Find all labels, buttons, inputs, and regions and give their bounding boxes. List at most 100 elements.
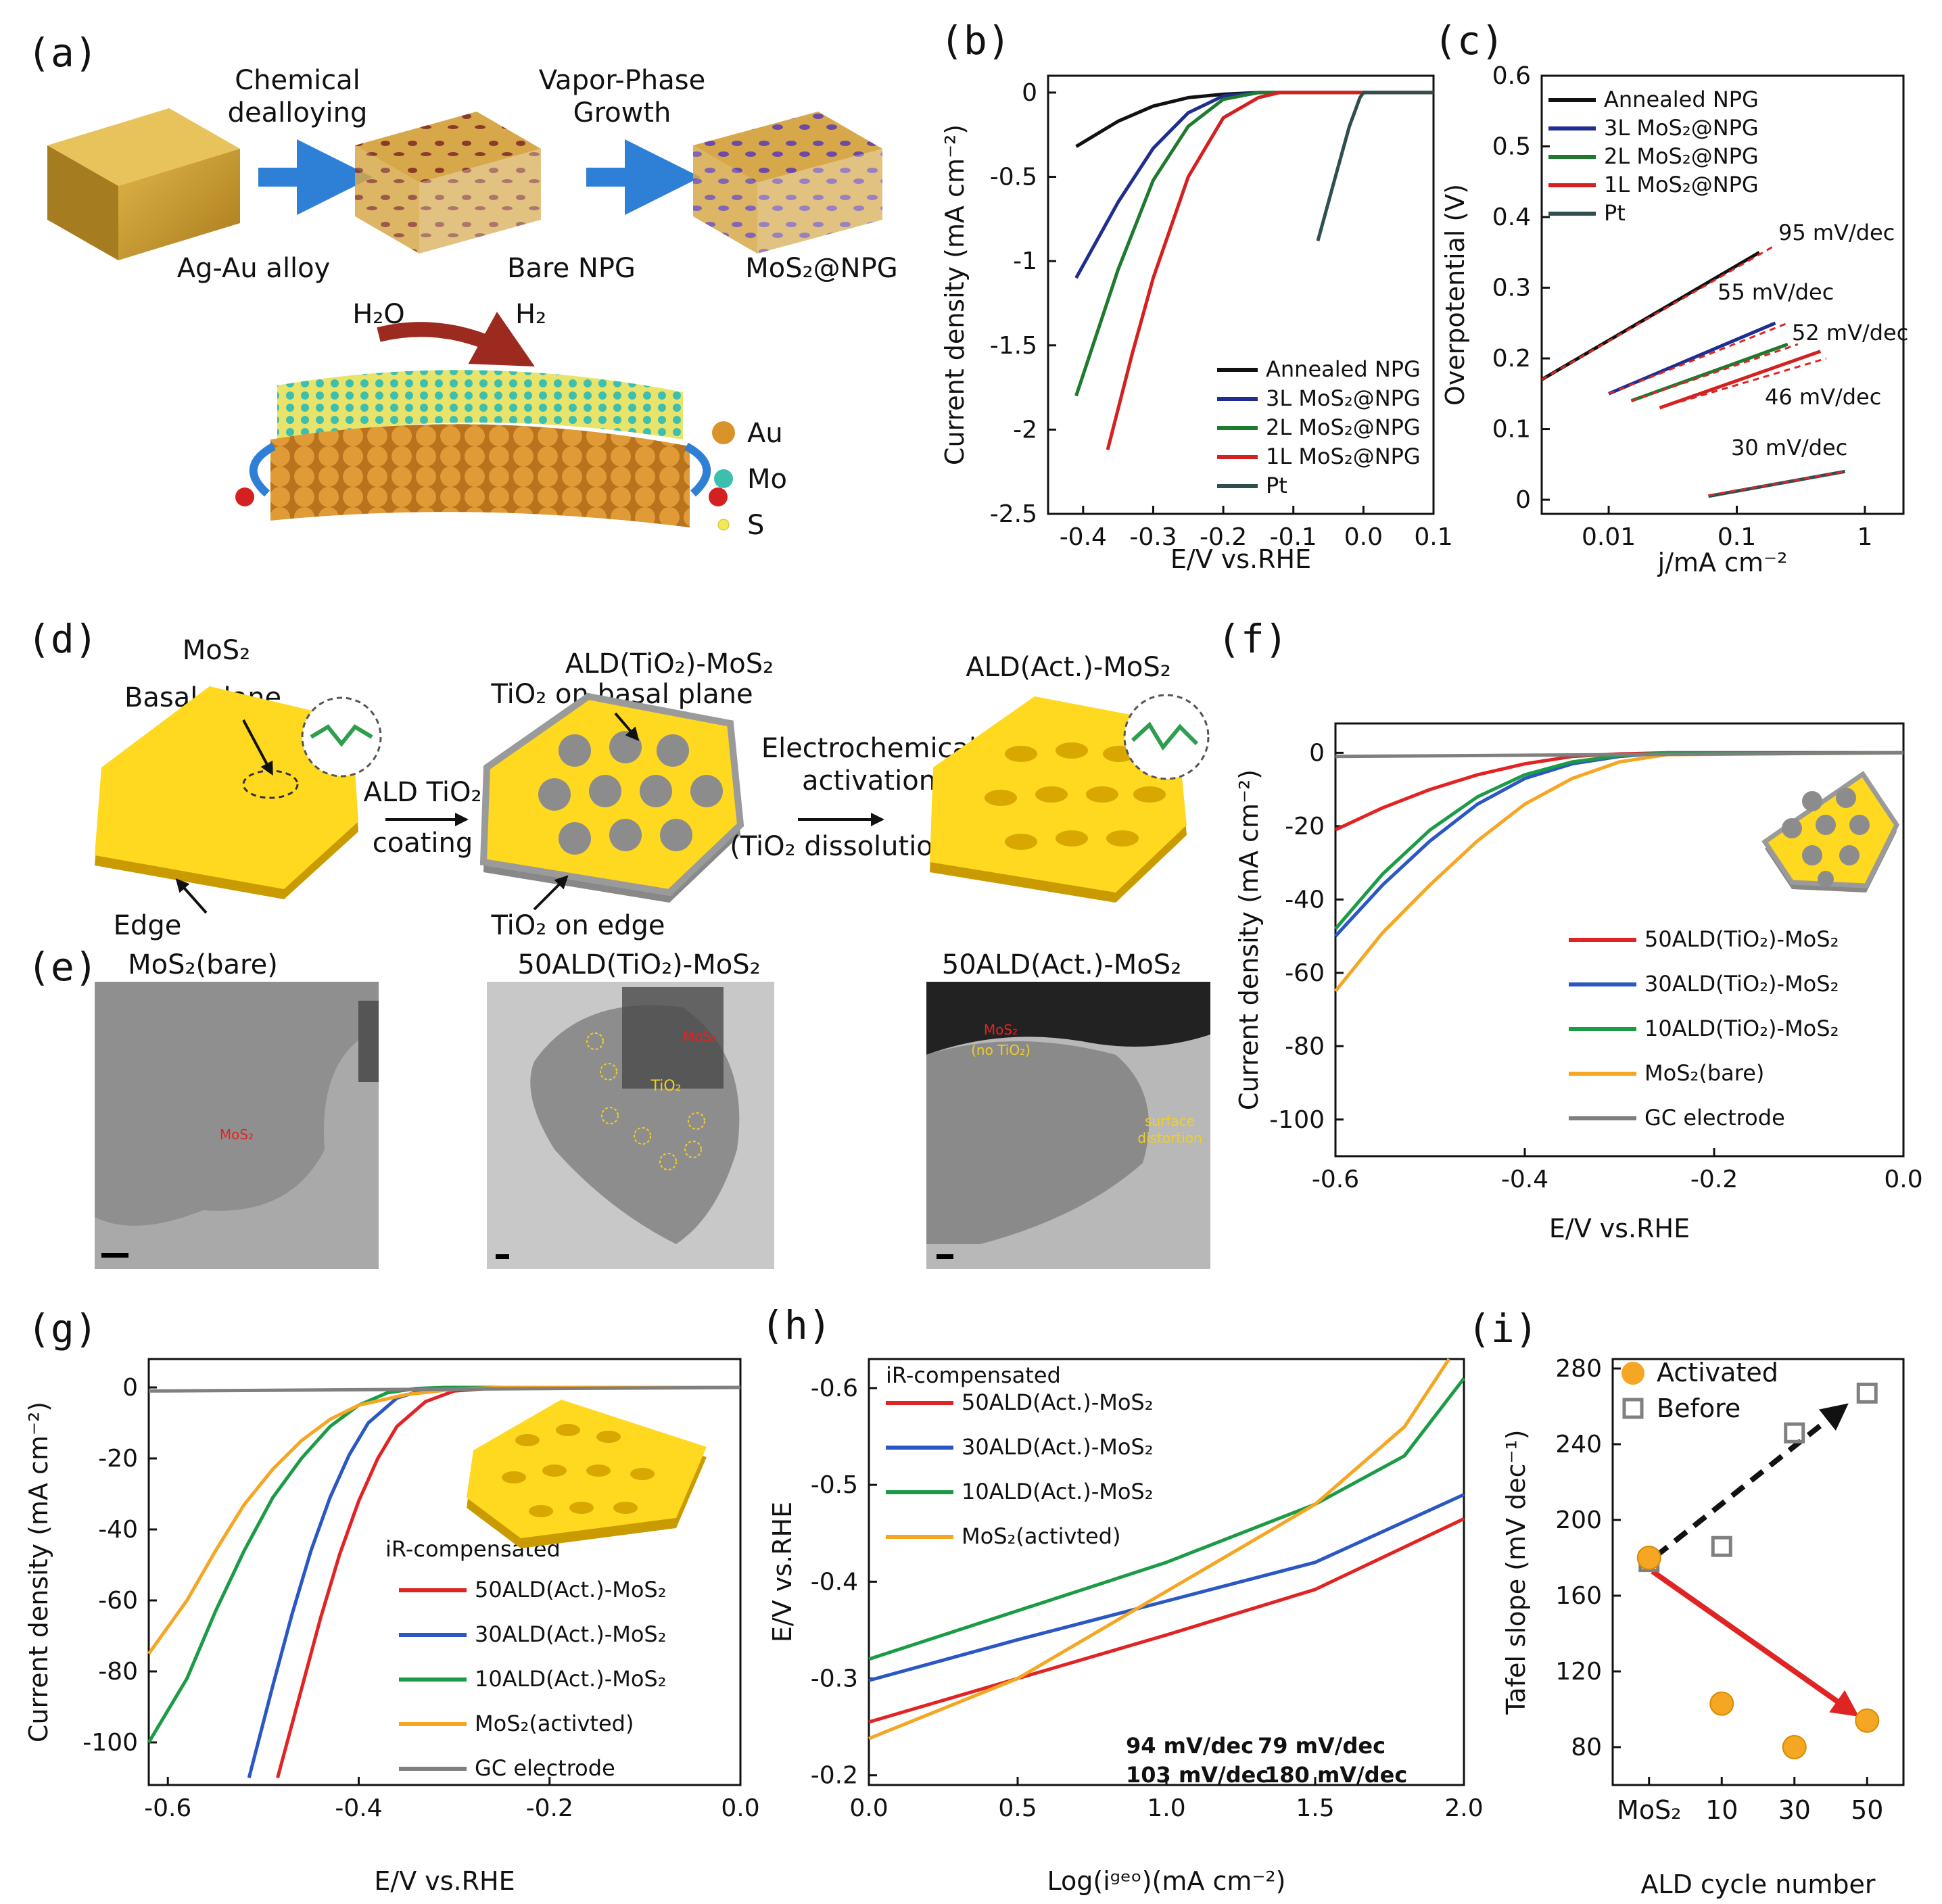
- label-mos2-npg: MoS₂@NPG: [745, 253, 897, 284]
- chart-f: (f) 0 -20 -40 -60 -80 -100 -0.6 -0.4 -0.2 0.0 E/V v…: [1217, 616, 1923, 1243]
- y-tick-label-b: -1.5: [990, 332, 1037, 360]
- y-tick-label-c: 0.3: [1492, 275, 1531, 302]
- d-mos2: MoS₂: [183, 635, 250, 666]
- legend-label-b-4: Pt: [1266, 473, 1287, 498]
- legend-marker-activated: [1621, 1362, 1644, 1385]
- tem-image-act: MoS₂ (no TiO₂) surface distortion: [926, 982, 1210, 1269]
- x-axis-label-f: E/V vs.RHE: [1549, 1214, 1690, 1243]
- x-tick-label-i: 30: [1778, 1795, 1811, 1825]
- legend-label-c-2: 2L MoS₂@NPG: [1604, 143, 1759, 169]
- y-tick-label-i: 280: [1555, 1355, 1602, 1383]
- y-tick-label-h: -0.2: [811, 1762, 858, 1790]
- x-tick-label-b: -0.3: [1129, 523, 1177, 551]
- panel-c-label: (c): [1434, 18, 1505, 64]
- y-tick-label-b: 0: [1022, 79, 1037, 107]
- e-title-tio2: 50ALD(TiO₂)-MoS₂: [517, 949, 760, 980]
- legend-label-h-1: 30ALD(Act.)-MoS₂: [962, 1434, 1154, 1460]
- legend-label-b-0: Annealed NPG: [1266, 356, 1421, 382]
- chart-i: (i) 80 120 160 200 240 280 MoS₂ 10 30 50 ALD cycle …: [1467, 1306, 1905, 1899]
- x-tick-label-b: -0.1: [1270, 523, 1317, 551]
- legend-label-b-1: 3L MoS₂@NPG: [1266, 385, 1421, 411]
- y-tick-label-h: -0.6: [811, 1375, 858, 1402]
- series-line-h-3: [868, 1358, 1451, 1740]
- legend-label-g-1: 30ALD(Act.)-MoS₂: [475, 1621, 667, 1647]
- legend-label-b-3: 1L MoS₂@NPG: [1266, 444, 1421, 469]
- legend-mo: Mo: [747, 464, 787, 495]
- legend-s: S: [747, 510, 764, 541]
- x-tick-label-f: -0.2: [1690, 1166, 1738, 1193]
- e-label-mos2-1: MoS₂: [220, 1126, 254, 1143]
- cube-ag-au: [47, 108, 240, 260]
- e-title-bare: MoS₂(bare): [128, 949, 278, 980]
- y-tick-label-c: 0.5: [1492, 133, 1531, 161]
- slope-label-h-0: 94 mV/dec: [1126, 1733, 1254, 1759]
- x-tick-label-b: 0.0: [1344, 523, 1383, 551]
- label-ag-au: Ag-Au alloy: [177, 253, 331, 284]
- e-title-act: 50ALD(Act.)-MoS₂: [942, 949, 1181, 980]
- y-tick-label-g: -80: [98, 1658, 138, 1686]
- plot-frame-h: [868, 1358, 1465, 1786]
- s-swatch: [717, 519, 730, 531]
- legend-label-h-0: 50ALD(Act.)-MoS₂: [962, 1389, 1154, 1415]
- y-axis-label-c: Overpotential (V): [1440, 184, 1470, 406]
- panel-e-label: (e): [27, 944, 98, 990]
- hexagon-tio2: [479, 692, 744, 903]
- series-line-f-4: [1335, 751, 1904, 759]
- activated-point-1: [1709, 1691, 1734, 1716]
- x-tick-label-h: 0.0: [849, 1794, 888, 1822]
- x-axis-label-i: ALD cycle number: [1640, 1870, 1875, 1899]
- panel-b-label: (b): [940, 18, 1011, 64]
- legend-activated: Activated: [1657, 1358, 1778, 1387]
- legend-label-h-2: 10ALD(Act.)-MoS₂: [962, 1479, 1154, 1504]
- panel-e: (e) MoS₂(bare) 50ALD(TiO₂)-MoS₂ 50ALD(Ac…: [27, 944, 1210, 1269]
- legend-au: Au: [747, 418, 783, 449]
- x-tick-label-b: -0.4: [1060, 523, 1107, 551]
- legend-before: Before: [1657, 1394, 1740, 1423]
- ir-compensated-label-h: iR-compensated: [886, 1362, 1061, 1388]
- d-electrochemical: Electrochemical: [761, 733, 976, 764]
- y-tick-label-g: -20: [98, 1445, 138, 1473]
- slope-annotation-c-4: 30 mV/dec: [1731, 435, 1847, 460]
- y-tick-label-c: 0: [1515, 486, 1531, 514]
- series-line-f-3: [1334, 751, 1904, 993]
- step2-line1: Vapor-Phase: [539, 65, 705, 96]
- y-axis-label-f: Current density (mA cm⁻²): [1234, 769, 1264, 1110]
- x-tick-label-c: 0.1: [1718, 523, 1756, 551]
- x-axis-label-h: Log(iᵍᵉᵒ)(mA cm⁻²): [1047, 1866, 1286, 1896]
- e-label-mos2-2: MoS₂: [683, 1028, 717, 1045]
- x-tick-label-h: 1.0: [1147, 1794, 1185, 1822]
- y-tick-label-i: 160: [1555, 1582, 1602, 1610]
- y-tick-label-h: -0.5: [811, 1471, 858, 1499]
- d-activation: activation: [802, 765, 936, 796]
- series-line-c-3: [1659, 350, 1822, 410]
- chart-h: (h) -0.2 -0.3 -0.4 -0.5 -0.6 0.0 0.5 1.0 1.5 2.0 Lo…: [761, 1302, 1484, 1896]
- x-tick-label-c: 0.01: [1582, 523, 1636, 551]
- d-edge: Edge: [114, 910, 182, 941]
- plot-frame-i: [1611, 1358, 1905, 1786]
- slope-annotation-c-0: 95 mV/dec: [1778, 220, 1895, 245]
- x-axis-label-g: E/V vs.RHE: [374, 1866, 515, 1896]
- cube-mos2-npg: [693, 112, 882, 254]
- plot-frame-b: [1047, 74, 1435, 515]
- x-tick-label-f: -0.4: [1501, 1166, 1548, 1193]
- hexagon-activated: [930, 694, 1210, 903]
- x-axis-label-b: E/V vs.RHE: [1170, 544, 1311, 574]
- x-tick-label-b: 0.1: [1414, 523, 1452, 551]
- slope-label-h-2: 103 mV/dec: [1126, 1762, 1269, 1788]
- y-tick-label-i: 120: [1555, 1658, 1602, 1686]
- hexagon-bare: [95, 686, 382, 899]
- legend-label-g-0: 50ALD(Act.)-MoS₂: [475, 1577, 667, 1602]
- before-point-2: [1784, 1422, 1805, 1444]
- y-tick-label-b: -1: [1013, 247, 1037, 275]
- y-tick-label-i: 200: [1555, 1506, 1602, 1534]
- e-label-distortion: distortion: [1137, 1130, 1202, 1146]
- e-label-mos2-3: MoS₂: [984, 1022, 1018, 1038]
- x-tick-label-g: 0.0: [721, 1794, 759, 1822]
- au-swatch: [712, 421, 735, 444]
- before-point-1: [1711, 1536, 1732, 1557]
- x-axis-label-c: j/mA cm⁻²: [1657, 548, 1788, 577]
- activated-point-0: [1636, 1546, 1661, 1570]
- legend-label-h-3: MoS₂(activted): [962, 1523, 1120, 1549]
- y-axis-label-h: E/V vs.RHE: [767, 1502, 797, 1642]
